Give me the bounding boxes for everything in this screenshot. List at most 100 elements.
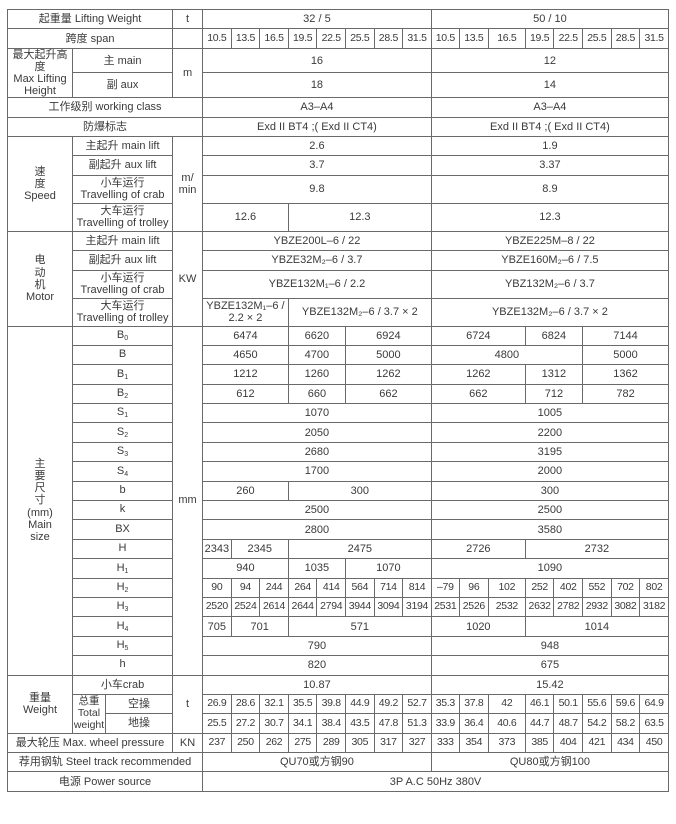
- value-cell: 43.5: [345, 713, 375, 734]
- value-cell: 2532: [487, 596, 526, 618]
- value-cell: 59.6: [610, 693, 641, 715]
- value-cell: 22.5: [316, 28, 347, 49]
- value-cell: 2343: [202, 538, 232, 560]
- value-cell: 32.1: [259, 693, 289, 715]
- value-cell: 90: [202, 577, 232, 598]
- value-cell: 264: [287, 577, 318, 598]
- value-cell: 51.3: [402, 713, 432, 734]
- dimension-label: H5: [72, 635, 174, 657]
- value-cell: 15.42: [430, 674, 670, 695]
- value-cell: 434: [610, 732, 641, 754]
- value-cell: A3–A4: [430, 97, 670, 118]
- value-cell: 2726: [430, 538, 526, 560]
- value-cell: 244: [259, 577, 289, 598]
- dimension-subscript: 2: [124, 431, 129, 439]
- value-cell: 10.5: [202, 28, 232, 49]
- value-cell: 16: [202, 47, 432, 74]
- value-cell: 6824: [524, 325, 584, 346]
- dimension-symbol: H: [116, 600, 125, 613]
- row-speed-3: 大车运行 Travelling of trolley 12.6 12.3 12.3: [8, 202, 670, 232]
- row-steel-track: 荐用钢轨 Steel track recommended QU70或方钢90 QU8…: [6, 752, 670, 773]
- value-cell: 2800: [202, 519, 432, 540]
- row-weight-ground: 地操 25.5 27.2 30.7 34.1 38.4 43.5 47.8 51.3 33.9 36…: [8, 713, 669, 734]
- value-cell: 275: [287, 732, 318, 754]
- value-cell: 40.6: [487, 713, 526, 734]
- value-cell: 402: [553, 577, 584, 598]
- value-cell: 19.5: [287, 28, 318, 49]
- unit-label: m: [172, 47, 204, 99]
- value-cell: 3P A.C 50Hz 380V: [202, 771, 669, 792]
- row-main-size-8: b 260 300 300: [8, 480, 670, 502]
- value-cell: 64.9: [639, 693, 669, 715]
- dimension-symbol: S: [116, 445, 125, 458]
- row-main-size-17: h 820 675: [8, 655, 670, 676]
- row-main-size-11: H 2343 2345 2475 2726 2732: [8, 538, 670, 560]
- motor-item-label: 大车运行 Travelling of trolley: [72, 297, 174, 327]
- value-cell: 31.5: [402, 28, 432, 49]
- value-cell: 948: [430, 635, 670, 657]
- motor-item-label: 副起升 aux lift: [72, 250, 174, 271]
- value-cell: 25.5: [202, 713, 232, 734]
- value-cell: A3–A4: [202, 97, 432, 118]
- value-cell: 2614: [259, 596, 289, 618]
- value-cell: 35.3: [430, 693, 460, 715]
- value-cell: 63.5: [639, 713, 669, 734]
- value-cell: 354: [458, 732, 489, 754]
- value-cell: YBZE160M₂–6 / 7.5: [430, 250, 670, 271]
- value-cell: 705: [202, 616, 232, 637]
- value-cell: 55.6: [582, 693, 612, 715]
- value-cell: YBZE132M₂–6 / 3.7 × 2: [287, 297, 432, 327]
- row-weight-empty: 总重 Total weight 空操 26.9 28.6 32.1 35.5 39.8 44.…: [8, 693, 669, 734]
- total-weight-label: 总重 Total weight: [72, 693, 107, 734]
- dimension-label: H4: [72, 616, 174, 637]
- value-cell: 5000: [582, 344, 669, 366]
- value-cell: 2526: [458, 596, 489, 618]
- ground-operation-label: 地操: [105, 713, 174, 734]
- value-cell: 702: [610, 577, 641, 598]
- value-cell: 2000: [430, 461, 670, 482]
- dimension-label: S3: [72, 441, 174, 463]
- speed-item-label: 小车运行 Travelling of crab: [72, 174, 174, 204]
- value-cell: 2794: [316, 596, 347, 618]
- value-cell: YBZE132M₂–6 / 3.7 × 2: [430, 297, 670, 327]
- speed-item-label: 主起升 main lift: [72, 135, 174, 157]
- value-cell: 1090: [430, 558, 670, 579]
- row-main-size-1: B 4650 4700 5000 4800 5000: [8, 344, 669, 366]
- row-motor-2: 小车运行 Travelling of crab YBZE132M₁–6 / 2.2…: [8, 269, 670, 299]
- dimension-subscript: 4: [124, 625, 129, 633]
- value-cell: 37.8: [458, 693, 489, 715]
- value-cell: 5000: [345, 344, 432, 366]
- speed-item-label: 大车运行 Travelling of trolley: [72, 202, 174, 232]
- value-cell: 49.2: [373, 693, 404, 715]
- row-main-size-16: H5 790 948: [8, 635, 670, 657]
- value-cell: YBZE132M₁–6 / 2.2 × 2: [202, 297, 289, 327]
- row-motor-0: 电 动 机 Motor 主起升 main lift KW YBZE200L–6 / 2…: [6, 230, 670, 327]
- explosion-mark-label: 防爆标志: [6, 116, 204, 137]
- value-cell: 2680: [202, 441, 432, 463]
- value-cell: 252: [524, 577, 555, 598]
- value-cell: 814: [402, 577, 432, 598]
- value-cell: 2520: [202, 596, 232, 618]
- dimension-subscript: 3: [124, 606, 129, 614]
- unit-label: KW: [172, 230, 204, 327]
- value-cell: Exd II BT4 ;( Exd II CT4): [202, 116, 432, 137]
- value-cell: 12.3: [430, 202, 670, 232]
- value-cell: 373: [487, 732, 526, 754]
- row-speed-2: 小车运行 Travelling of crab 9.8 8.9: [8, 174, 670, 204]
- dimension-label: B0: [72, 325, 174, 346]
- value-cell: 35.5: [287, 693, 318, 715]
- empty-operation-label: 空操: [105, 693, 174, 715]
- dimension-symbol: H: [116, 639, 125, 652]
- row-motor-1: 副起升 aux lift YBZE32M₂–6 / 3.7 YBZE160M₂–6 …: [8, 250, 670, 271]
- row-main-size-7: S4 1700 2000: [8, 461, 670, 482]
- row-motor-3: 大车运行 Travelling of trolley YBZE132M₁–6 / …: [8, 297, 670, 327]
- value-cell: 2524: [230, 596, 261, 618]
- dimension-subscript: 5: [124, 645, 129, 653]
- row-main-size-2: B1 1212 1260 1262 1262 1312 1362: [8, 364, 669, 385]
- value-cell: 16.5: [259, 28, 289, 49]
- main-size-group-label: 主 要 尺 寸 (mm) Main size: [6, 325, 74, 676]
- row-main-size-3: B2 612 660 662 662 712 782: [8, 383, 669, 405]
- value-cell: 6724: [430, 325, 526, 346]
- value-cell: 10.87: [202, 674, 432, 695]
- value-cell: 450: [639, 732, 669, 754]
